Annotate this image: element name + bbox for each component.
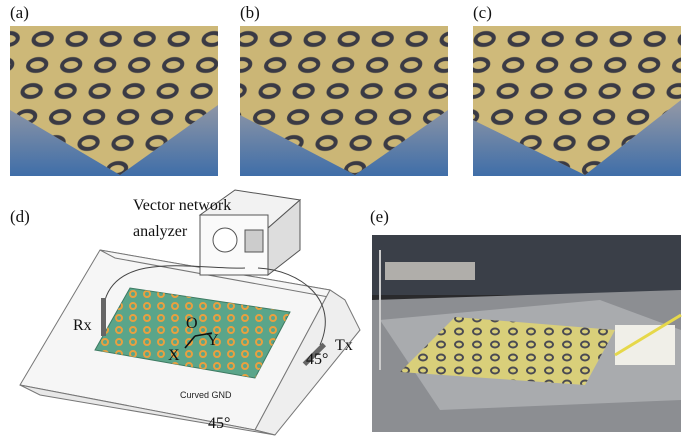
instrument-label: analyzer bbox=[133, 223, 188, 240]
shape bbox=[385, 262, 475, 280]
panel-label: (e) bbox=[370, 207, 389, 226]
rx-label: Rx bbox=[73, 317, 92, 334]
photo-b bbox=[240, 26, 448, 176]
x-label: X bbox=[168, 347, 180, 364]
ground-label: Curved GND bbox=[180, 390, 232, 400]
photo-c bbox=[473, 26, 681, 176]
photo-e bbox=[372, 235, 681, 432]
panel-label: (d) bbox=[10, 207, 30, 226]
shape bbox=[245, 230, 263, 252]
origin-label: O bbox=[186, 315, 198, 332]
y-label: Y bbox=[207, 332, 219, 349]
angle-label: 45° bbox=[306, 351, 328, 368]
angle-label: 45° bbox=[208, 415, 230, 432]
shape bbox=[213, 228, 237, 252]
panel-label: (b) bbox=[240, 3, 260, 22]
tx-label: Tx bbox=[335, 337, 353, 354]
figure: (a) (b) (c) (d) Vector network analyzer … bbox=[0, 0, 699, 443]
rx-antenna bbox=[101, 298, 106, 336]
panel-label: (a) bbox=[10, 3, 29, 22]
panel-label: (c) bbox=[473, 3, 492, 22]
instrument-label: Vector network bbox=[133, 197, 231, 214]
photo-a bbox=[10, 26, 218, 176]
shape bbox=[615, 325, 675, 365]
